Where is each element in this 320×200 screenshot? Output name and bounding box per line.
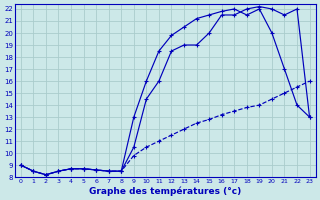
X-axis label: Graphe des températures (°c): Graphe des températures (°c) [89,186,241,196]
